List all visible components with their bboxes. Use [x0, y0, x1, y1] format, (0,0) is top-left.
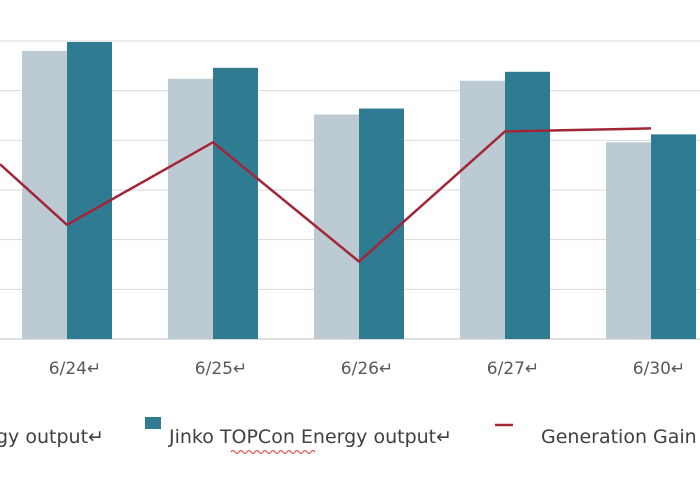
- bar-series1-2: [314, 114, 359, 339]
- bars: [22, 41, 696, 340]
- x-tick-label: 6/24↵: [49, 359, 101, 379]
- bar-series1-4: [606, 142, 651, 339]
- gain-line: [0, 127, 652, 263]
- bar-series2-3: [505, 71, 550, 339]
- legend: gy output↵ Jinko TOPCon Energy output↵ G…: [0, 417, 697, 454]
- x-tick-label: 6/30↵: [633, 359, 685, 379]
- legend-label-series1: gy output↵: [0, 426, 104, 448]
- x-tick-label: 6/27↵: [487, 359, 539, 379]
- bar-series2-1: [213, 67, 258, 339]
- bar-series1-1: [168, 78, 213, 339]
- x-axis-labels: 6/24↵ 6/25↵ 6/26↵ 6/27↵ 6/30↵: [49, 359, 685, 379]
- bar-series1-0: [22, 50, 67, 339]
- x-tick-label: 6/25↵: [195, 359, 247, 379]
- bar-series2-0: [67, 41, 112, 339]
- bar-series1-3: [460, 80, 505, 339]
- bar-series2-2: [359, 108, 404, 340]
- legend-label-series2: Jinko TOPCon Energy output↵: [168, 426, 452, 448]
- line-series-generation-gain: [0, 127, 652, 263]
- x-tick-label: 6/26↵: [341, 359, 393, 379]
- bar-series2-4: [651, 134, 696, 339]
- legend-swatch-series2: [145, 417, 161, 429]
- spellcheck-underline: [230, 450, 316, 454]
- legend-label-series3: Generation Gain: [541, 426, 697, 448]
